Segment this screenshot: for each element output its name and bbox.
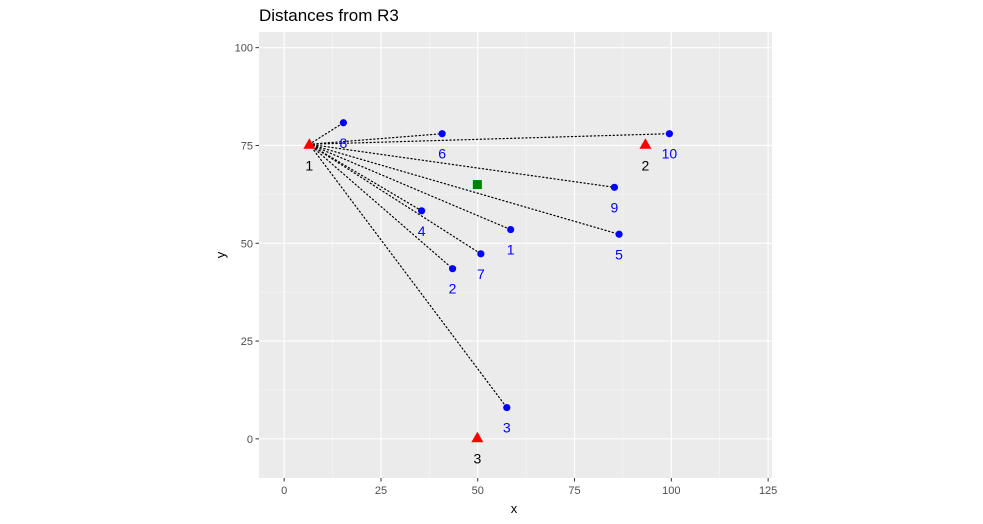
- point-marker: [418, 207, 426, 215]
- point-label: 4: [418, 223, 426, 239]
- plot-panel: [259, 32, 772, 478]
- point-marker: [438, 130, 446, 138]
- x-tick-label: 50: [472, 485, 484, 497]
- panel-background: [259, 32, 772, 478]
- point-marker: [503, 403, 511, 412]
- triangle-label: 3: [473, 451, 481, 467]
- triangle-label: 1: [305, 157, 313, 173]
- distance-segment: [308, 143, 620, 235]
- triangle-marker: [471, 431, 484, 443]
- distance-segment: [308, 122, 345, 145]
- x-tick-label: 0: [281, 485, 287, 497]
- point-label: 9: [611, 199, 619, 215]
- data-markers: [303, 119, 674, 443]
- grid-lines: [259, 32, 772, 478]
- chart-title: Distances from R3: [259, 6, 399, 25]
- point-label: 8: [340, 135, 348, 151]
- y-tick-label: 100: [235, 43, 253, 55]
- triangle-marker: [303, 138, 316, 149]
- distance-segments: [308, 122, 671, 409]
- point-label: 5: [615, 246, 623, 262]
- point-marker: [610, 183, 619, 191]
- distance-segment: [308, 143, 508, 409]
- triangle-label: 2: [641, 157, 649, 173]
- point-marker: [448, 265, 457, 273]
- point-label: 6: [438, 146, 446, 162]
- point-label: 1: [507, 242, 515, 258]
- y-tick-label: 75: [241, 140, 253, 152]
- point-label: 3: [503, 420, 511, 436]
- distance-segment: [308, 133, 443, 145]
- point-label: 7: [477, 266, 485, 282]
- distance-segment: [308, 143, 512, 231]
- point-marker: [507, 225, 515, 234]
- x-tick-label: 25: [375, 485, 387, 497]
- x-tick-label: 75: [568, 485, 580, 497]
- distance-segment: [308, 143, 482, 255]
- y-axis-title: y: [213, 251, 228, 258]
- y-tick-label: 0: [247, 434, 253, 446]
- y-tick-label: 25: [241, 336, 253, 348]
- point-marker: [615, 230, 623, 238]
- point-labels: 1 2 3 1 2 3 4 5 6 7 8 9 10: [305, 135, 677, 467]
- point-marker: [339, 119, 348, 127]
- point-marker: [477, 250, 485, 258]
- triangle-marker: [639, 138, 652, 149]
- distance-segment: [308, 143, 423, 212]
- distance-segment: [308, 133, 671, 145]
- point-marker: [665, 130, 674, 138]
- square-marker: [472, 180, 482, 190]
- point-label: 10: [662, 146, 678, 162]
- y-tick-label: 50: [241, 238, 253, 250]
- x-axis-title: x: [511, 501, 518, 516]
- x-tick-label: 100: [662, 485, 680, 497]
- x-tick-label: 125: [759, 485, 777, 497]
- point-label: 2: [449, 281, 457, 297]
- distance-segment: [308, 143, 454, 270]
